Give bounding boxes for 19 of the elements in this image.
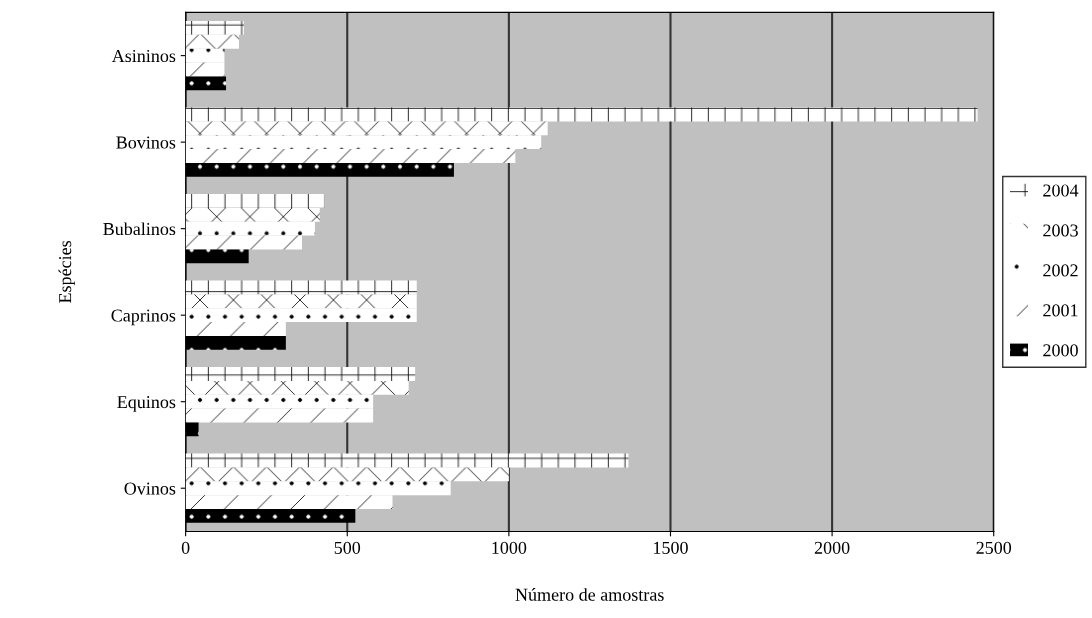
legend-label: 2001: [1043, 304, 1078, 317]
x-axis-title: Número de amostras: [515, 588, 664, 601]
x-tick-label: 1500: [654, 541, 688, 554]
legend-label: 2003: [1043, 224, 1078, 237]
legend-label: 2000: [1043, 344, 1078, 357]
x-tick-label: 2000: [814, 541, 850, 554]
x-tick-label: 0: [181, 541, 190, 554]
y-axis-title: Espécies: [58, 240, 75, 303]
y-tick-label: Caprinos: [111, 309, 176, 326]
legend-label: 2004: [1043, 184, 1079, 197]
x-tick-label: 1000: [492, 541, 527, 554]
x-tick-label: 500: [334, 541, 361, 554]
y-tick-label: Asininos: [111, 49, 176, 63]
legend-label: 2002: [1043, 264, 1078, 277]
y-tick-label: Bovinos: [116, 136, 176, 149]
x-tick-label: 2500: [976, 541, 1012, 554]
y-tick-label: Bubalinos: [103, 222, 176, 236]
y-tick-label: Ovinos: [124, 482, 176, 495]
y-tick-label: Equinos: [117, 396, 176, 412]
